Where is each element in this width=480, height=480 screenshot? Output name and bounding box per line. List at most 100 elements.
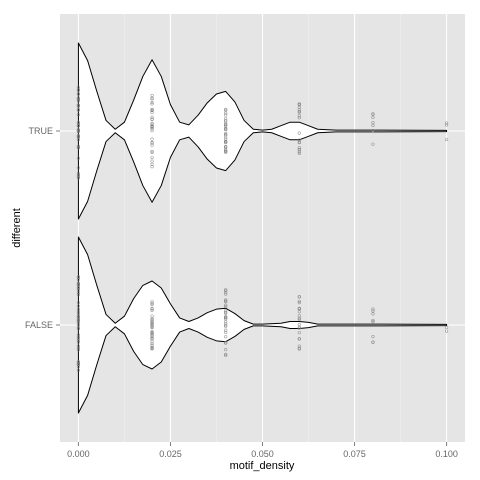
data-point (224, 137, 228, 141)
data-point (224, 123, 228, 127)
data-point (371, 309, 375, 313)
data-point (150, 314, 154, 318)
data-point (76, 346, 81, 350)
data-point (297, 138, 301, 142)
data-point (371, 115, 375, 119)
data-point (76, 156, 81, 160)
data-point (224, 335, 228, 339)
data-point (150, 102, 154, 106)
data-point (297, 145, 301, 150)
data-point (150, 124, 154, 128)
data-point (444, 137, 449, 142)
data-point (150, 307, 154, 311)
data-point (150, 122, 154, 126)
data-points (76, 85, 449, 372)
data-point (297, 346, 301, 350)
violin-false (77, 236, 448, 414)
data-point (150, 324, 154, 328)
data-point (76, 108, 81, 112)
data-point (76, 275, 81, 280)
data-point (76, 348, 81, 352)
data-point (371, 340, 375, 344)
data-point (297, 110, 301, 114)
x-axis-ticks: 0.000 0.025 0.050 0.075 0.100 (67, 442, 458, 459)
data-point (76, 176, 81, 180)
data-point (76, 344, 81, 348)
data-point (371, 335, 375, 339)
data-point (150, 162, 154, 167)
data-point (150, 321, 154, 326)
data-point (76, 293, 81, 297)
data-point (150, 334, 154, 338)
data-point (444, 325, 449, 330)
x-axis-title: motif_density (230, 460, 295, 472)
data-point (76, 307, 81, 311)
data-point (76, 319, 81, 323)
x-tick-label: 0.025 (159, 449, 182, 459)
data-point (224, 330, 228, 334)
x-tick-label: 0.075 (343, 449, 366, 459)
data-point (224, 352, 228, 356)
data-point (444, 121, 449, 125)
data-point (224, 131, 228, 135)
data-point (150, 345, 154, 349)
data-point (224, 299, 228, 303)
data-point (150, 115, 154, 119)
data-point (150, 97, 154, 101)
data-point (76, 171, 81, 176)
data-point (150, 331, 154, 336)
data-point (76, 317, 81, 321)
data-point (371, 320, 375, 324)
data-point (150, 308, 154, 313)
data-point (76, 166, 81, 170)
data-point (150, 140, 154, 145)
data-point (224, 316, 228, 320)
data-point (76, 99, 81, 103)
data-point (76, 277, 81, 282)
data-point (297, 114, 301, 118)
data-point (76, 300, 81, 305)
data-point (371, 307, 375, 311)
data-point (224, 145, 228, 149)
data-point (76, 174, 81, 179)
data-point (444, 329, 449, 333)
data-point (76, 311, 81, 315)
violins (77, 42, 448, 414)
data-point (76, 112, 81, 117)
data-point (224, 116, 228, 121)
data-point (76, 336, 81, 341)
data-point (150, 300, 154, 304)
data-point (76, 315, 81, 320)
data-point (76, 333, 81, 337)
data-point (76, 128, 81, 132)
data-point (150, 301, 154, 305)
data-point (297, 307, 301, 311)
data-point (224, 113, 228, 117)
y-axis-ticks: FALSE TRUE (25, 126, 60, 330)
data-point (224, 328, 228, 332)
data-point (224, 298, 228, 302)
data-point (76, 335, 81, 339)
data-point (371, 112, 375, 116)
data-point (150, 137, 154, 141)
data-point (76, 96, 81, 100)
data-point (224, 119, 228, 123)
x-tick-label: 0.050 (251, 449, 274, 459)
data-point (76, 103, 81, 107)
data-point (297, 150, 301, 154)
data-point (297, 131, 301, 135)
y-tick-label: FALSE (25, 320, 53, 330)
data-point (76, 92, 81, 96)
data-point (76, 286, 81, 290)
data-point (150, 335, 154, 339)
y-tick-label: TRUE (29, 126, 54, 136)
data-point (150, 93, 154, 98)
data-point (224, 292, 228, 296)
data-point (76, 340, 81, 344)
data-point (224, 150, 228, 154)
data-point (224, 133, 228, 137)
data-point (371, 120, 375, 125)
data-point (297, 301, 301, 305)
data-point (76, 146, 81, 150)
